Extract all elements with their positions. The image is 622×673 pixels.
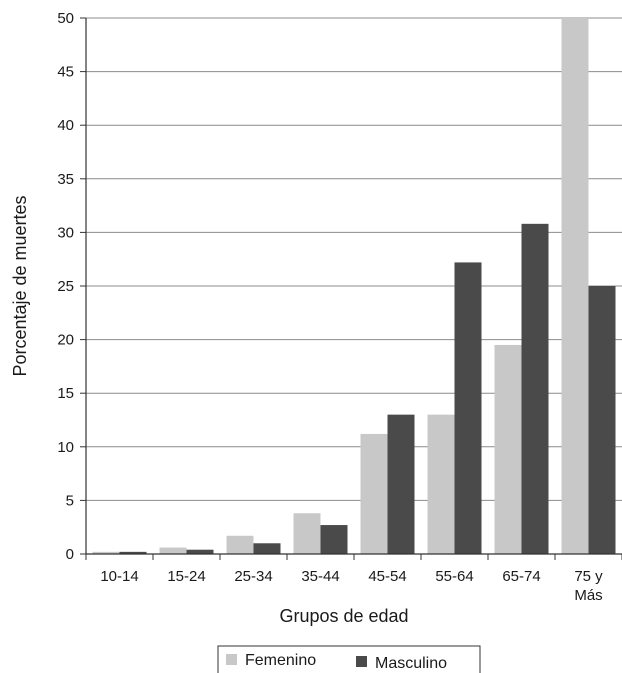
legend-swatch-femenino [226,654,237,665]
x-tick-label-line: 15-24 [167,568,205,585]
legend-frame [217,645,481,673]
bar-masculino-65-74 [521,223,549,554]
x-tick-label-line: 25-34 [234,568,272,585]
bar-femenino-55-64 [427,414,455,554]
legend: Femenino Masculino [217,645,481,673]
y-tick-label-10: 10 [57,439,74,456]
x-tick-label-line: 10-14 [100,568,138,585]
y-tick-label-35: 35 [57,171,74,188]
y-tick-label-50: 50 [57,10,74,27]
bar-femenino-10-14 [92,551,120,554]
x-tick-label-line: 75 y [574,568,603,585]
y-tick-labels: 0 5 10 15 20 25 30 35 40 45 50 [57,10,74,563]
x-tick-label-75-y-Más: 75 y Más [574,568,603,604]
y-tick-label-30: 30 [57,224,74,241]
y-axis-title: Porcentaje de muertes [10,195,30,376]
x-tick-label-line: Más [574,587,602,604]
bar-masculino-45-54 [387,414,415,554]
x-tick-label-line: 65-74 [502,568,540,585]
x-axis-title: Grupos de edad [279,606,408,626]
bar-masculino-15-24 [186,549,214,554]
x-tick-label-65-74: 65-74 [502,568,540,585]
x-tick-label-line: 45-54 [368,568,406,585]
bar-femenino-35-44 [293,513,321,554]
bar-masculino-55-64 [454,262,482,554]
bar-femenino-15-24 [159,547,187,554]
x-tick-label-10-14: 10-14 [100,568,138,585]
bar-masculino-35-44 [320,525,348,554]
y-tick-label-15: 15 [57,385,74,402]
x-tick-label-line: 35-44 [301,568,339,585]
x-tick-label-45-54: 45-54 [368,568,406,585]
bar-femenino-25-34 [226,535,254,554]
legend-label-masculino: Masculino [375,655,447,672]
legend-swatch-masculino [356,656,367,667]
bar-femenino-65-74 [494,344,522,554]
bar-femenino-75-y-Más [561,18,589,554]
bars [92,18,616,554]
y-tick-label-40: 40 [57,117,74,134]
y-tick-label-20: 20 [57,332,74,349]
y-tick-label-45: 45 [57,64,74,81]
bar-masculino-25-34 [253,543,281,554]
y-tick-label-0: 0 [66,546,74,563]
bar-masculino-10-14 [119,551,147,554]
y-tick-label-5: 5 [66,492,74,509]
x-tick-labels: 10-14 15-24 25-34 35-44 45-54 55-64 65-74 75 y M… [100,568,603,604]
x-tick-label-line: 55-64 [435,568,473,585]
bar-femenino-45-54 [360,433,388,554]
axes [85,18,622,560]
y-tick-label-25: 25 [57,278,74,295]
legend-label-femenino: Femenino [245,652,316,669]
x-tick-label-25-34: 25-34 [234,568,272,585]
x-tick-label-35-44: 35-44 [301,568,339,585]
bar-masculino-75-y-Más [588,286,616,554]
x-tick-label-15-24: 15-24 [167,568,205,585]
x-tick-label-55-64: 55-64 [435,568,473,585]
